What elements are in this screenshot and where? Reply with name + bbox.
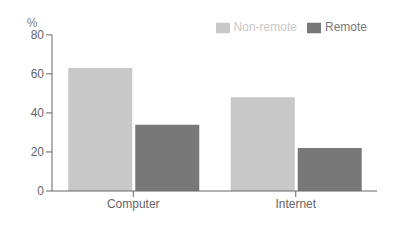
svg-text:%: % bbox=[27, 16, 38, 30]
svg-text:0: 0 bbox=[37, 184, 44, 198]
html-text:Non-remote: Non-remote bbox=[233, 20, 297, 34]
svg-text:40: 40 bbox=[31, 106, 45, 120]
svg-text:20: 20 bbox=[31, 145, 45, 159]
svg-text:80: 80 bbox=[31, 28, 45, 42]
html-text:Remote: Remote bbox=[325, 20, 367, 34]
svg-text:Internet: Internet bbox=[275, 197, 316, 211]
svg-text:Computer: Computer bbox=[107, 197, 160, 211]
svg-text:60: 60 bbox=[31, 67, 45, 81]
